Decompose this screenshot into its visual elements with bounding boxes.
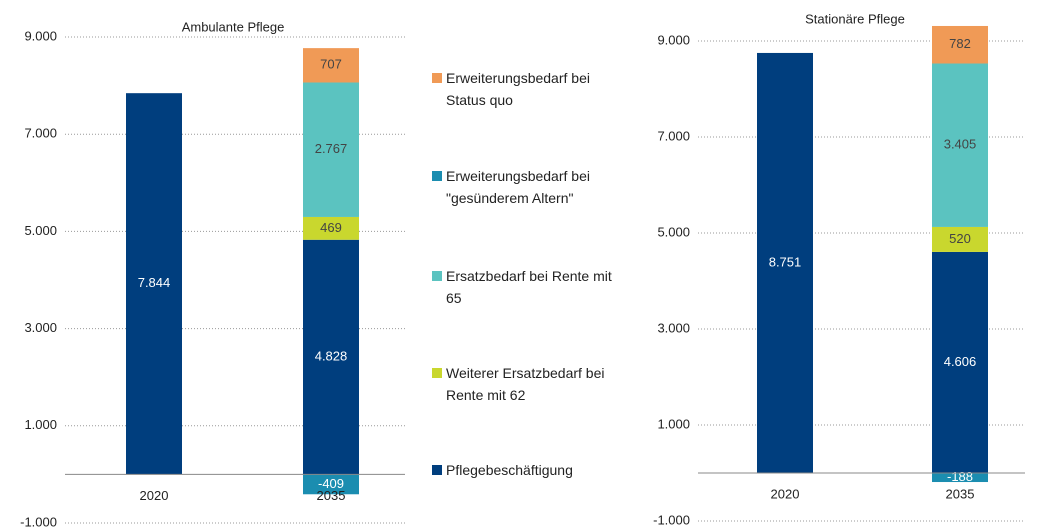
data-label: -188 (947, 469, 973, 484)
data-label: 4.606 (944, 354, 977, 369)
bar-segment (757, 52, 813, 474)
x-tick-label: 2020 (140, 488, 169, 503)
x-tick-label: 2035 (946, 486, 975, 501)
data-label: 2.767 (315, 141, 348, 156)
data-label: 7.844 (138, 275, 171, 290)
y-tick-label: 9.000 (657, 32, 690, 47)
bar-segment (932, 226, 988, 252)
y-tick-label: 9.000 (24, 28, 57, 43)
y-tick-label: 5.000 (657, 224, 690, 239)
bar-segment (303, 239, 359, 475)
x-tick-label: 2035 (317, 488, 346, 503)
bar-segment (126, 93, 182, 475)
legend-label: Pflegebeschäftigung (446, 462, 573, 478)
data-label: 3.405 (944, 137, 977, 152)
legend-label: Weiterer Ersatzbedarf bei Rente mit 62 (446, 365, 605, 403)
legend-swatch (432, 171, 442, 181)
legend-label: Erweiterungsbedarf bei "gesünderem Alter… (446, 168, 590, 206)
data-label: 469 (320, 220, 342, 235)
y-tick-label: -1.000 (20, 514, 57, 529)
legend-swatch (432, 271, 442, 281)
y-tick-label: 1.000 (657, 416, 690, 431)
legend-item: Ersatzbedarf bei Rente mit 65 (432, 265, 612, 309)
data-label: 782 (949, 36, 971, 51)
bar-segment (932, 473, 988, 483)
legend-label: Ersatzbedarf bei Rente mit 65 (446, 268, 612, 306)
data-label: -409 (318, 476, 344, 491)
y-tick-label: 7.000 (24, 126, 57, 141)
bar-segment (303, 48, 359, 83)
legend-swatch (432, 465, 442, 475)
y-tick-label: 3.000 (24, 320, 57, 335)
x-tick-label: 2020 (771, 486, 800, 501)
legend-label: Erweiterungsbedarf bei Status quo (446, 70, 590, 108)
chart-title: Ambulante Pflege (182, 19, 285, 34)
legend-item: Erweiterungsbedarf bei "gesünderem Alter… (432, 165, 612, 209)
data-label: 520 (949, 231, 971, 246)
y-tick-label: -1.000 (653, 512, 690, 527)
bar-segment (303, 216, 359, 240)
y-tick-label: 1.000 (24, 417, 57, 432)
bar-segment (303, 82, 359, 217)
data-label: 4.828 (315, 349, 348, 364)
bar-segment (932, 63, 988, 227)
data-label: 8.751 (769, 254, 802, 269)
data-label: 707 (320, 57, 342, 72)
legend-item: Erweiterungsbedarf bei Status quo (432, 67, 612, 111)
legend-swatch (432, 368, 442, 378)
legend-item: Pflegebeschäftigung (432, 459, 612, 481)
y-tick-label: 5.000 (24, 223, 57, 238)
bar-segment (932, 25, 988, 64)
legend-item: Weiterer Ersatzbedarf bei Rente mit 62 (432, 362, 612, 406)
y-tick-label: 7.000 (657, 128, 690, 143)
chart-title: Stationäre Pflege (805, 11, 905, 26)
bar-segment (932, 251, 988, 473)
legend-swatch (432, 73, 442, 83)
y-tick-label: 3.000 (657, 320, 690, 335)
bar-segment (303, 474, 359, 495)
